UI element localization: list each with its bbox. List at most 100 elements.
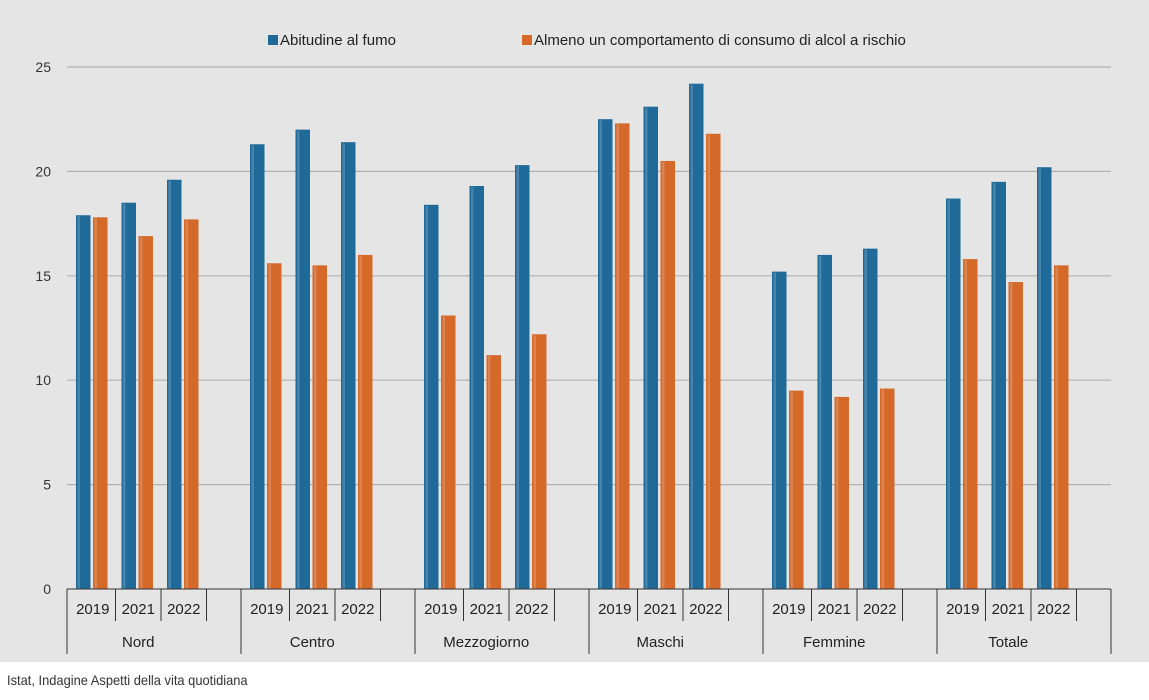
bar-highlight <box>185 220 188 589</box>
bar-highlight <box>836 397 839 589</box>
x-tick-label-year: 2022 <box>515 601 548 618</box>
bar-highlight <box>533 335 536 589</box>
gridlines <box>67 66 1111 486</box>
x-axis: 2019 2021 2022 Nord 2019 2021 2022 Centro 2019 20… <box>66 588 1112 654</box>
bar-alcol <box>532 334 547 589</box>
bar-alcol <box>660 160 675 589</box>
bar-fumo <box>991 181 1006 589</box>
bar-highlight <box>268 264 271 589</box>
bar-highlight <box>140 237 143 590</box>
bar-highlight <box>94 218 97 589</box>
bar-alcol <box>789 390 804 589</box>
bar-fumo <box>598 119 613 589</box>
bar-alcol <box>358 254 373 590</box>
x-group-label: Femmine <box>803 634 866 651</box>
bar-chart: 0 5 10 15 20 25 2019 2021 2022 Nord 2019 2021 2022 C… <box>35 32 1112 654</box>
x-tick-label-year: 2021 <box>122 601 155 618</box>
x-tick-label-year: 2022 <box>689 601 722 618</box>
bar-fumo <box>341 142 356 589</box>
bar-highlight <box>993 182 996 589</box>
x-tick-label-year: 2019 <box>946 601 979 618</box>
bar-fumo <box>515 165 530 590</box>
bar-fumo <box>772 271 787 589</box>
x-tick-label-year: 2021 <box>992 601 1025 618</box>
legend-swatch <box>522 35 532 45</box>
bar-highlight <box>964 260 967 589</box>
bar-alcol <box>138 236 153 590</box>
bar-highlight <box>616 124 619 589</box>
bar-fumo <box>643 106 658 589</box>
chart-frame: 0 5 10 15 20 25 2019 2021 2022 Nord 2019 2021 2022 C… <box>0 0 1149 662</box>
bar-highlight <box>488 356 491 589</box>
bar-fumo <box>76 215 91 590</box>
x-tick-label-year: 2019 <box>772 601 805 618</box>
x-tick-label-year: 2021 <box>470 601 503 618</box>
bar-highlight <box>881 389 884 589</box>
y-tick-label: 15 <box>35 268 51 284</box>
bar-alcol <box>880 388 895 589</box>
bar-highlight <box>947 199 950 589</box>
bar-highlight <box>1010 283 1013 589</box>
bar-highlight <box>168 180 171 589</box>
bar-alcol <box>312 265 327 589</box>
x-group-label: Mezzogiorno <box>443 634 529 651</box>
bar-fumo <box>469 186 484 590</box>
bar-highlight <box>314 266 317 589</box>
bar-fumo <box>1037 167 1052 589</box>
bar-fumo <box>689 83 704 589</box>
bar-highlight <box>442 316 445 589</box>
bar-alcol <box>963 259 978 589</box>
bar-highlight <box>707 134 710 590</box>
bars <box>76 83 1069 590</box>
x-tick-label-year: 2019 <box>598 601 631 618</box>
bar-highlight <box>251 145 254 590</box>
y-tick-label: 10 <box>35 372 51 388</box>
x-tick-label-year: 2019 <box>250 601 283 618</box>
x-tick-label-year: 2021 <box>644 601 677 618</box>
bar-alcol <box>615 123 630 589</box>
bar-highlight <box>773 272 776 589</box>
bar-alcol <box>706 133 721 590</box>
legend-swatch <box>268 35 278 45</box>
bar-highlight <box>425 205 428 590</box>
bar-highlight <box>471 187 474 590</box>
bar-alcol <box>1008 282 1023 589</box>
bar-highlight <box>790 391 793 589</box>
bar-highlight <box>516 166 519 590</box>
legend-label: Abitudine al fumo <box>280 32 396 49</box>
x-group-label: Nord <box>122 634 155 651</box>
source-note: Istat, Indagine Aspetti della vita quoti… <box>7 672 248 688</box>
bar-alcol <box>1054 265 1069 589</box>
y-tick-label: 20 <box>35 163 51 179</box>
bar-fumo <box>167 179 182 589</box>
bar-highlight <box>645 107 648 589</box>
y-axis-ticks: 0 5 10 15 20 25 <box>35 59 51 597</box>
x-group-label: Maschi <box>636 634 684 651</box>
bar-alcol <box>441 315 456 589</box>
x-tick-label-year: 2021 <box>818 601 851 618</box>
y-tick-label: 0 <box>43 581 51 597</box>
x-group-label: Centro <box>290 634 335 651</box>
bar-highlight <box>864 249 867 589</box>
x-tick-label-year: 2022 <box>863 601 896 618</box>
x-group-label: Totale <box>988 634 1028 651</box>
bar-highlight <box>662 161 665 589</box>
x-tick-label-year: 2022 <box>167 601 200 618</box>
bar-highlight <box>342 143 345 589</box>
x-tick-label-year: 2019 <box>76 601 109 618</box>
bar-fumo <box>121 202 136 589</box>
bar-highlight <box>690 84 693 589</box>
bar-highlight <box>1038 168 1041 589</box>
bar-alcol <box>184 219 199 589</box>
x-tick-label-year: 2021 <box>296 601 329 618</box>
legend: Abitudine al fumo Almeno un comportamento… <box>268 32 906 49</box>
bar-fumo <box>424 204 439 590</box>
bar-fumo <box>250 144 265 590</box>
bar-fumo <box>946 198 961 589</box>
legend-label: Almeno un comportamento di consumo di al… <box>534 32 906 49</box>
bar-highlight <box>1055 266 1058 589</box>
y-tick-label: 25 <box>35 59 51 75</box>
bar-alcol <box>93 217 108 589</box>
bar-alcol <box>486 355 501 589</box>
bar-highlight <box>123 203 126 589</box>
